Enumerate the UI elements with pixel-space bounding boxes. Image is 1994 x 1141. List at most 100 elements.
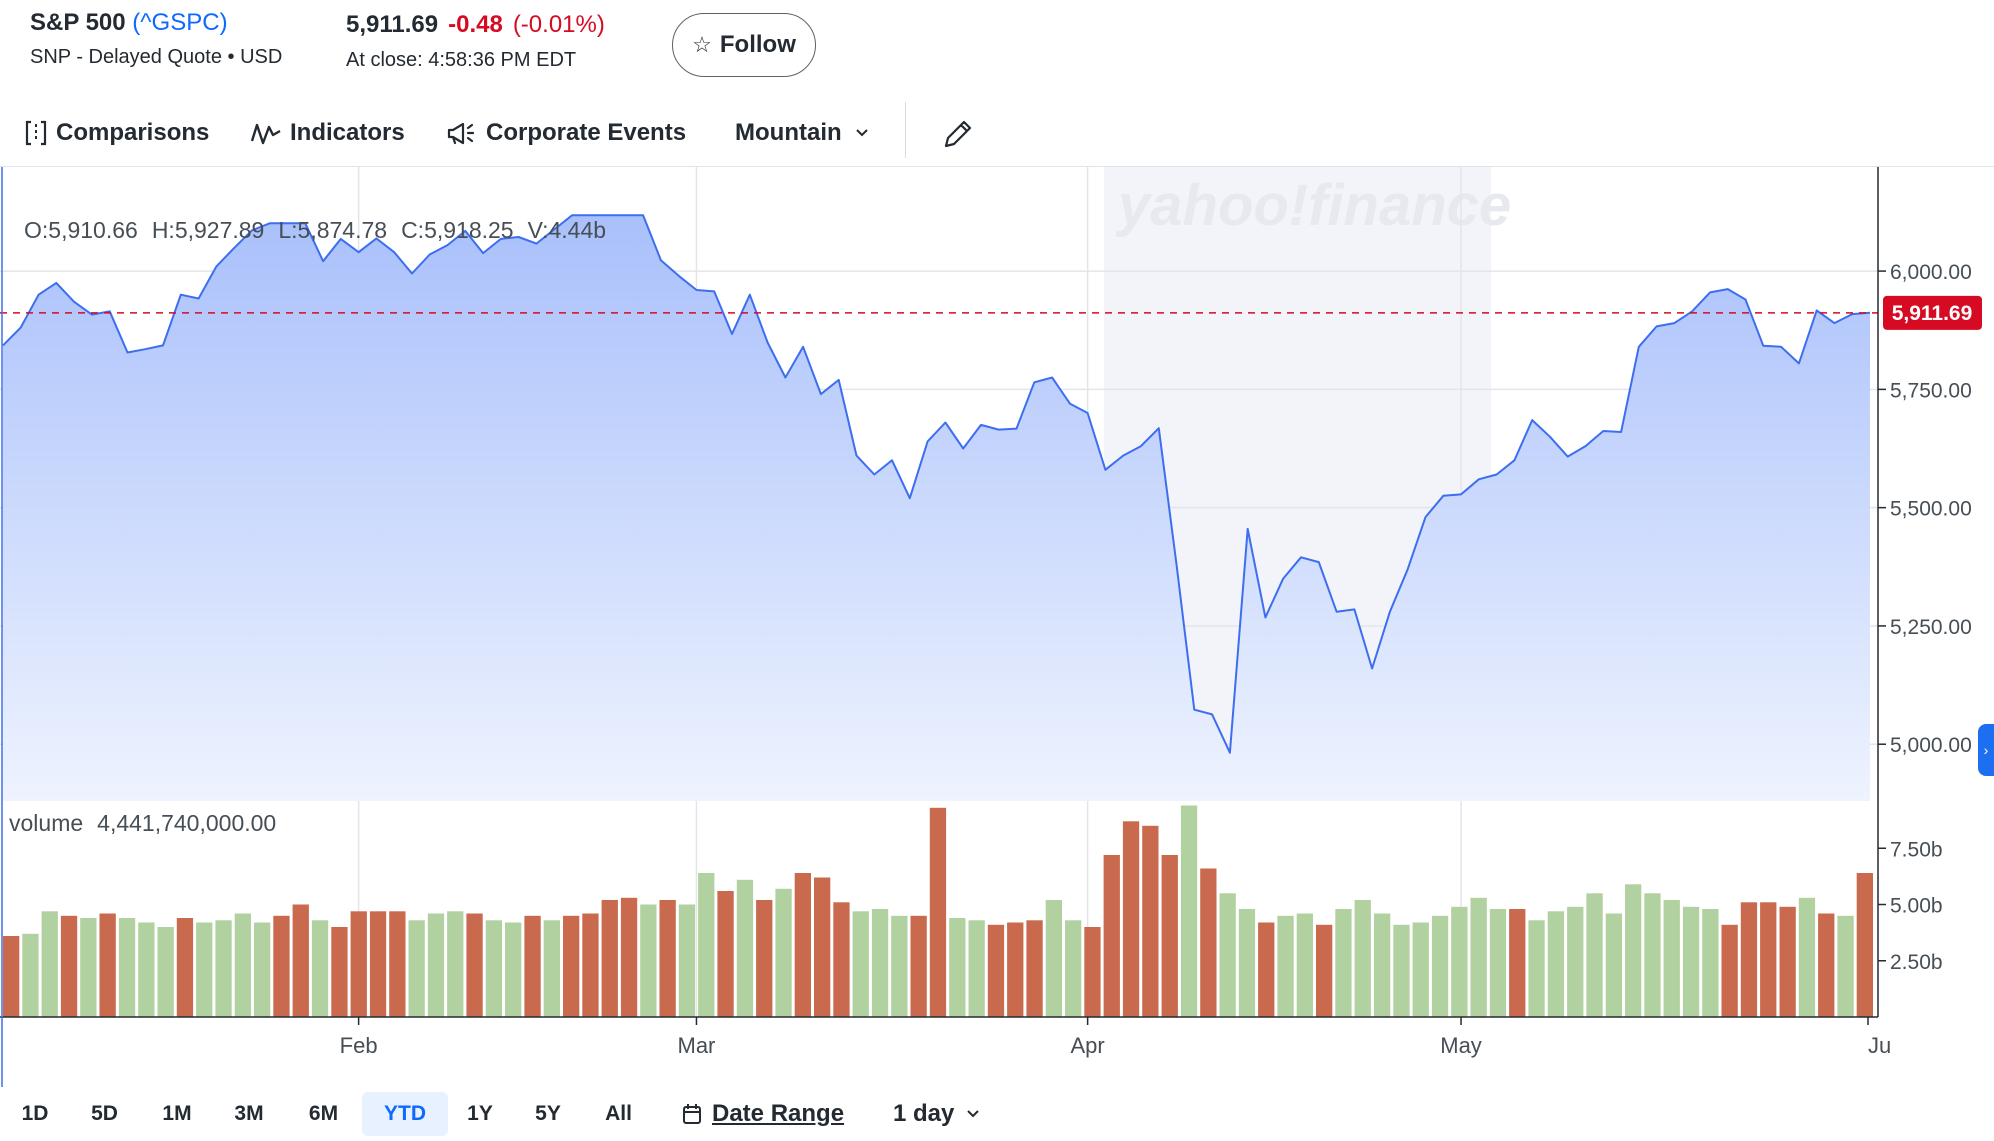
ohlc-volume: V:4.44b [527,217,607,243]
volume-bar [563,915,580,1018]
volume-bar [543,920,560,1018]
x-tick-label: Apr [1071,1033,1105,1058]
volume-bar [466,913,483,1017]
price-line: 5,911.69 -0.48 (-0.01%) [346,11,605,39]
volume-bar [1103,855,1120,1017]
star-icon: ☆ [692,32,712,57]
chart-type-label: Mountain [735,119,842,146]
volume-bar [1200,868,1217,1017]
volume-tick-label: 5.00b [1890,895,1943,918]
chevron-down-icon [967,1110,980,1118]
y-tick-label: 5,750.00 [1890,379,1972,402]
volume-bar [1007,922,1024,1017]
x-tick-label: May [1440,1033,1482,1058]
calendar-icon [683,1104,701,1124]
toolbar-divider [905,102,906,158]
volume-bar [1065,920,1082,1018]
volume-bar [756,900,773,1017]
volume-bar [138,922,155,1017]
volume-bar [949,918,966,1017]
chart-toolbar: Comparisons Indicators Corporate Events … [0,100,1994,166]
volume-bar [1779,906,1796,1018]
volume-bar [1798,897,1816,1018]
range-1m[interactable]: 1M [162,1102,192,1125]
volume-bar [118,918,136,1017]
price-line [2,214,1871,754]
volume-bar [1528,920,1545,1018]
indicators-icon [250,123,281,145]
volume-bar [331,927,348,1017]
ohlc-open: O:5,910.66 [24,217,138,243]
volume-bar [1161,855,1178,1017]
index-name: S&P 500 [30,9,126,36]
volume-bar [524,915,541,1018]
yahoo-finance-watermark: yahoo!finance [1115,173,1511,238]
volume-bar [1045,900,1062,1017]
y-tick-label: 5,000.00 [1890,734,1972,757]
chevron-right-icon: › [1983,742,1989,758]
volume-bar [1122,821,1140,1018]
volume-label: volume [9,810,84,836]
volume-bar [794,873,811,1017]
draw-button[interactable] [940,110,984,156]
x-tick-label: Ju [1868,1033,1891,1058]
volume-bar [234,913,251,1017]
volume-bar [427,913,445,1017]
volume-bar [1682,906,1700,1018]
y-tick-label: 6,000.00 [1890,261,1972,284]
volume-bar [1663,900,1680,1017]
corporate-events-button[interactable]: Corporate Events [446,110,686,156]
volume-bar [1219,893,1236,1018]
date-range-label: Date Range [712,1100,845,1127]
range-5y[interactable]: 5Y [535,1102,561,1125]
x-tick-label: Feb [340,1033,378,1058]
range-5d[interactable]: 5D [91,1102,118,1125]
volume-bar [3,936,20,1017]
volume-bar [620,897,638,1018]
megaphone-icon [447,122,475,145]
volume-bar [1431,915,1449,1018]
volume-bar [1644,893,1661,1018]
range-6m[interactable]: 6M [308,1102,339,1125]
volume-bar [1489,909,1507,1017]
date-range-button[interactable]: Date Range [682,1092,844,1136]
volume-bar [1084,927,1101,1017]
range-all[interactable]: All [605,1102,632,1125]
volume-bar [1605,913,1622,1017]
comparisons-icon [25,120,47,146]
volume-bar [369,911,387,1018]
indicators-button[interactable]: Indicators [250,110,405,156]
volume-bar [582,913,599,1017]
ohlc-readout: O:5,910.66 H:5,927.89 L:5,874.78 C:5,918.25… [24,217,620,244]
volume-bar [485,920,502,1018]
range-ytd[interactable]: YTD [362,1092,448,1136]
volume-bar [60,915,78,1018]
ticker-link[interactable]: ^GSPC [140,9,220,36]
volume-bar [1625,884,1642,1018]
volume-value: 4,441,740,000.00 [97,810,277,836]
volume-bar [1586,893,1603,1018]
follow-button[interactable]: ☆ Follow [672,13,816,77]
range-3m[interactable]: 3M [234,1102,264,1125]
volume-bar [1026,920,1043,1018]
expand-panel-tab[interactable]: › [1978,724,1994,776]
volume-bar [1702,909,1719,1017]
volume-bar [254,922,271,1017]
close-time: At close: 4:58:36 PM EDT [346,49,577,71]
volume-bar [1238,909,1256,1017]
volume-bar [447,911,464,1018]
volume-bar [891,915,908,1018]
chart-type-dropdown[interactable]: Mountain [735,110,878,156]
range-bar: 1D 5D 1M 3M 6M YTD 1Y 5Y All Date Range 1 day [0,1086,1994,1141]
chart-area[interactable]: yahoo!finance 6,000.00 5,750.00 5,500.00 5,… [0,166,1994,1087]
range-1y[interactable]: 1Y [467,1102,493,1125]
range-1d[interactable]: 1D [21,1102,49,1125]
price-chart[interactable]: yahoo!finance 6,000.00 5,750.00 5,500.00 5,… [0,167,1994,1087]
volume-bar [408,920,425,1018]
comparisons-label: Comparisons [56,119,210,146]
comparisons-button[interactable]: Comparisons [24,110,209,156]
volume-bar [929,807,947,1018]
volume-bar [1296,913,1313,1017]
interval-dropdown[interactable]: 1 day [893,1092,980,1136]
volume-bar [1451,906,1468,1018]
